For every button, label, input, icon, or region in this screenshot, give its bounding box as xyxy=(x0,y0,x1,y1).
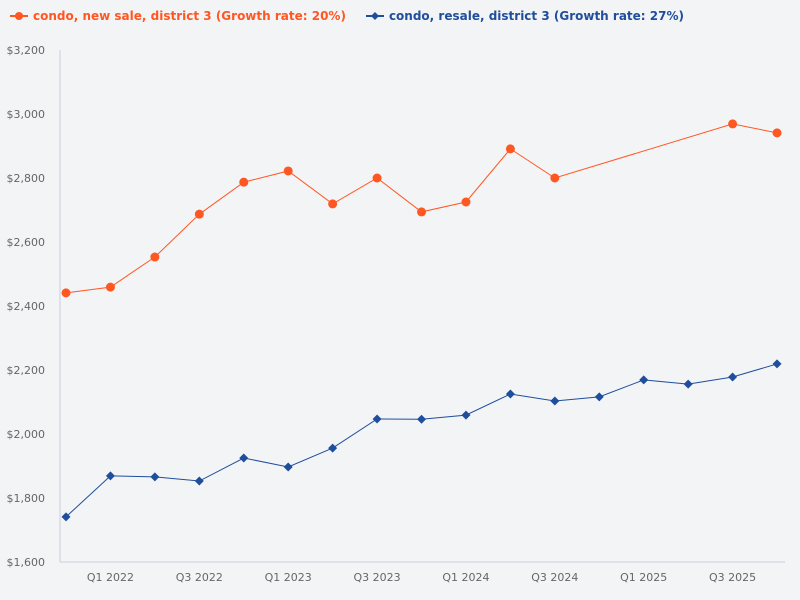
x-tick-label: Q1 2025 xyxy=(620,571,667,584)
data-point xyxy=(372,414,382,424)
data-point xyxy=(194,476,204,486)
data-point xyxy=(594,392,604,402)
y-tick-label: $2,400 xyxy=(7,300,46,313)
data-point xyxy=(194,209,204,219)
data-point xyxy=(61,512,71,522)
data-point xyxy=(461,197,471,207)
data-point xyxy=(105,471,115,481)
data-point xyxy=(372,173,382,183)
data-point xyxy=(772,128,782,138)
data-point xyxy=(328,199,338,209)
data-point xyxy=(150,472,160,482)
data-point xyxy=(283,462,293,472)
x-tick-label: Q3 2022 xyxy=(176,571,223,584)
y-tick-label: $2,200 xyxy=(7,364,46,377)
diamond-marker-icon xyxy=(365,12,384,20)
y-tick-label: $2,600 xyxy=(7,236,46,249)
y-tick-label: $3,000 xyxy=(7,108,46,121)
data-point xyxy=(505,389,515,399)
y-tick-label: $3,200 xyxy=(7,44,46,57)
data-point xyxy=(550,173,560,183)
data-point xyxy=(283,166,293,176)
data-point xyxy=(639,375,649,385)
data-point xyxy=(417,207,427,217)
data-point xyxy=(728,372,738,382)
y-tick-label: $1,800 xyxy=(7,492,46,505)
data-point xyxy=(239,177,249,187)
x-tick-label: Q1 2022 xyxy=(87,571,134,584)
data-point xyxy=(728,119,738,129)
legend: condo, new sale, district 3 (Growth rate… xyxy=(10,9,684,23)
legend-label: condo, resale, district 3 (Growth rate: … xyxy=(388,9,684,23)
data-point xyxy=(105,282,115,292)
x-tick-label: Q1 2024 xyxy=(442,571,489,584)
series-line xyxy=(65,363,778,518)
data-point xyxy=(772,359,782,369)
y-tick-label: $2,000 xyxy=(7,428,46,441)
data-point xyxy=(461,410,471,420)
circle-marker-icon xyxy=(10,12,28,20)
data-point xyxy=(683,379,693,389)
data-point xyxy=(550,396,560,406)
x-tick-label: Q3 2025 xyxy=(709,571,756,584)
data-point xyxy=(417,414,427,424)
data-point xyxy=(61,288,71,298)
legend-item-new-sale[interactable]: condo, new sale, district 3 (Growth rate… xyxy=(10,9,346,23)
legend-item-resale[interactable]: condo, resale, district 3 (Growth rate: … xyxy=(365,9,684,23)
y-tick-label: $1,600 xyxy=(7,556,46,569)
x-tick-label: Q3 2023 xyxy=(354,571,401,584)
data-point xyxy=(328,443,338,453)
data-point xyxy=(150,252,160,262)
x-tick-label: Q3 2024 xyxy=(531,571,578,584)
x-tick-label: Q1 2023 xyxy=(265,571,312,584)
y-tick-label: $2,800 xyxy=(7,172,46,185)
legend-label: condo, new sale, district 3 (Growth rate… xyxy=(33,9,346,23)
series-line xyxy=(65,123,778,294)
data-point xyxy=(239,453,249,463)
data-point xyxy=(505,144,515,154)
